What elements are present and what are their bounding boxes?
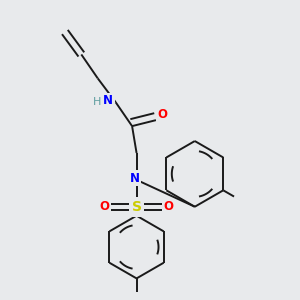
Text: H: H — [93, 97, 101, 107]
Text: O: O — [100, 200, 110, 213]
Text: N: N — [130, 172, 140, 185]
Text: S: S — [132, 200, 142, 214]
Text: N: N — [103, 94, 113, 107]
Text: O: O — [164, 200, 173, 213]
Text: O: O — [157, 108, 167, 121]
